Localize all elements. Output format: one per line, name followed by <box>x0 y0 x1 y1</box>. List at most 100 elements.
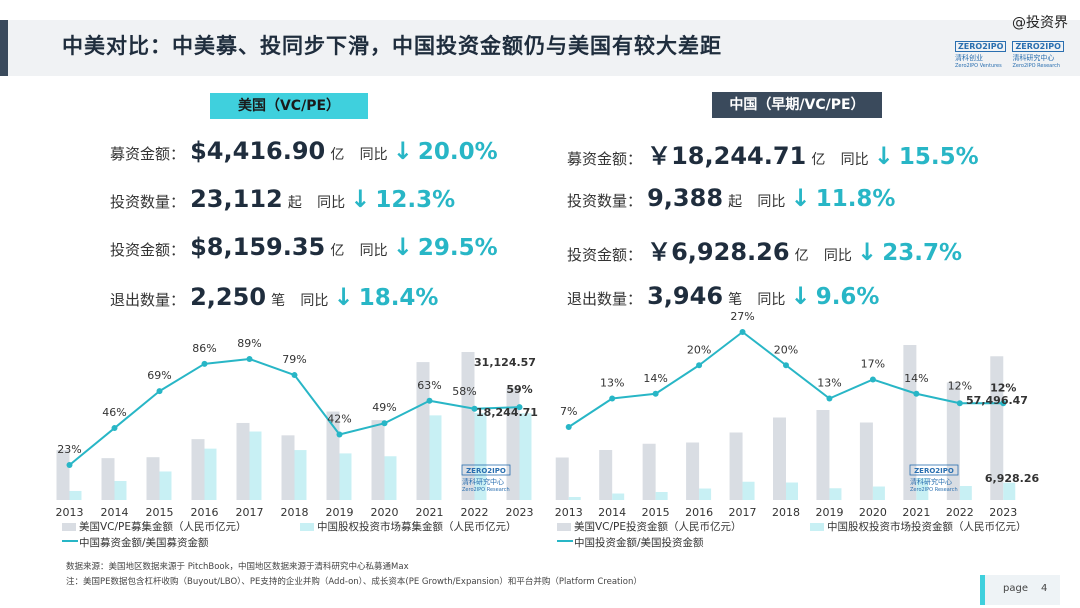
cn-stat-fundraising: 募资金额： ￥18,244.71 亿 同比 ↓ 15.5% <box>567 136 979 171</box>
bar-us-2023 <box>990 356 1004 500</box>
legend-us-investment: 美国VC/PE投资金额（人民币亿元） <box>574 521 742 533</box>
logo-left-sub: 清科创业 <box>955 54 983 62</box>
us-china-fundraising-chart: 2013 2014 2015 2016 2017 2018 2019 2020 2021 2022… <box>56 337 538 519</box>
bar-us-2014 <box>599 450 613 500</box>
stat-value: $8,159.35 <box>190 233 326 261</box>
stat-value: $4,416.90 <box>190 137 326 165</box>
chart-logo-en: Zero2IPO Research <box>462 487 510 493</box>
cn-stat-investment-amount: 投资金额： ￥6,928.26 亿 同比 ↓ 23.7% <box>567 232 962 267</box>
x-tick-label: 2016 <box>191 506 219 519</box>
x-tick-label: 2019 <box>326 506 354 519</box>
bar-us-2021 <box>903 345 917 500</box>
ratio-point <box>291 372 298 379</box>
bar-cn-2015 <box>655 492 668 500</box>
us-stat-fundraising: 募资金额： $4,416.90 亿 同比 ↓ 20.0% <box>110 137 498 165</box>
stat-label: 募资金额： <box>110 145 186 163</box>
bar-us-2015 <box>642 443 656 500</box>
legend-cn-fundraising: 中国股权投资市场募集金额（人民币亿元） <box>317 521 517 533</box>
ratio-point <box>471 405 478 412</box>
stat-pct: 15.5% <box>898 144 979 170</box>
stat-label: 投资金额： <box>567 246 643 264</box>
value-label: 57,496.47 <box>966 394 1028 407</box>
ratio-point <box>1000 400 1007 407</box>
bar-cn-2020 <box>384 456 397 500</box>
ratio-label: 12% <box>948 379 972 392</box>
brand-logo: ZERO2IPO 清科创业 Zero2IPO Ventures ZERO2IPO… <box>955 34 1064 69</box>
legend-swatch-us-invest-bar <box>557 523 571 531</box>
ratio-label: 14% <box>643 372 667 385</box>
bar-us-2015 <box>146 457 160 500</box>
header: 中美对比：中美募、投同步下滑，中国投资金额仍与美国有较大差距 @投资界 ZERO… <box>0 0 1080 82</box>
chart-logo-text: ZERO2IPO <box>466 467 506 475</box>
ratio-point <box>565 424 572 430</box>
stat-unit: 起 <box>287 195 302 211</box>
legend-us-fundraising: 美国VC/PE募集金额（人民币亿元） <box>79 521 247 533</box>
ratio-label: 42% <box>327 412 351 425</box>
bar-us-2017 <box>729 432 743 500</box>
bar-cn-2015 <box>159 471 172 500</box>
chart-logo-box <box>461 464 511 476</box>
ratio-label: 69% <box>147 369 171 382</box>
stat-label: 投资数量： <box>110 193 186 211</box>
ratio-label: 27% <box>730 310 754 323</box>
down-arrow-icon: ↓ <box>857 238 878 266</box>
cn-panel-title: 中国（早期/VC/PE） <box>712 92 882 118</box>
ratio-point <box>201 360 208 367</box>
ratio-label: 59% <box>506 383 532 396</box>
x-tick-label: 2023 <box>989 506 1017 519</box>
bar-us-2022 <box>461 352 475 500</box>
legend-swatch-ratio-line <box>62 540 78 542</box>
ratio-label: 49% <box>372 401 396 414</box>
stat-yoy: 同比 <box>317 195 346 211</box>
ratio-label: 12% <box>990 381 1016 394</box>
logo-right-en: Zero2IPO Research <box>1012 63 1061 69</box>
stat-unit: 亿 <box>330 243 345 259</box>
x-tick-label: 2021 <box>416 506 444 519</box>
page-label: page <box>1003 583 1028 594</box>
bar-cn-2019 <box>339 453 352 500</box>
ratio-point <box>516 404 523 411</box>
value-label: 18,244.71 <box>476 406 538 419</box>
stat-yoy: 同比 <box>823 248 852 264</box>
bar-us-2018 <box>773 417 786 500</box>
bar-cn-2022 <box>959 486 972 500</box>
ratio-point <box>869 376 876 383</box>
ratio-label: 79% <box>282 353 306 366</box>
chart-logo-text: ZERO2IPO <box>914 467 954 475</box>
x-tick-label: 2017 <box>729 506 757 519</box>
bar-us-2017 <box>236 422 250 500</box>
logo-left: ZERO2IPO <box>955 41 1007 52</box>
ratio-point <box>913 390 920 397</box>
us-stat-deal-count: 投资数量： 23,112 起 同比 ↓ 12.3% <box>110 185 455 213</box>
ratio-label: 86% <box>192 342 216 355</box>
ratio-point <box>246 356 253 362</box>
ratio-point <box>783 362 789 369</box>
down-arrow-icon: ↓ <box>333 283 354 311</box>
value-label: 6,928.26 <box>985 472 1040 485</box>
bar-us-2016 <box>191 439 205 500</box>
bar-cn-2014 <box>612 493 625 500</box>
stat-yoy: 同比 <box>359 147 388 163</box>
us-panel-title: 美国（VC/PE） <box>210 93 368 119</box>
bar-us-2020 <box>859 422 873 500</box>
legend-swatch-cn-bar <box>300 523 314 531</box>
ratio-label: 20% <box>687 343 711 356</box>
stat-yoy: 同比 <box>300 293 329 309</box>
down-arrow-icon: ↓ <box>873 142 894 170</box>
x-tick-label: 2013 <box>56 506 84 519</box>
ratio-label: 63% <box>417 379 441 392</box>
x-tick-label: 2014 <box>598 506 626 519</box>
stat-pct: 12.3% <box>375 187 456 213</box>
us-stat-investment-amount: 投资金额： $8,159.35 亿 同比 ↓ 29.5% <box>110 233 498 261</box>
stat-value: ￥18,244.71 <box>647 142 807 170</box>
x-tick-label: 2013 <box>555 506 583 519</box>
bar-cn-2021 <box>429 415 442 500</box>
ratio-point <box>696 362 703 369</box>
footer-source: 数据来源：美国地区数据来源于 PitchBook，中国地区数据来源于清科研究中心… <box>66 562 409 572</box>
us-stat-exit-count: 退出数量： 2,250 笔 同比 ↓ 18.4% <box>110 283 438 311</box>
down-arrow-icon: ↓ <box>392 233 413 261</box>
legend-fundraising-ratio: 中国募资金额/美国募资金额 <box>79 537 209 549</box>
bar-cn-2018 <box>786 482 798 500</box>
bar-us-2013 <box>56 450 70 500</box>
